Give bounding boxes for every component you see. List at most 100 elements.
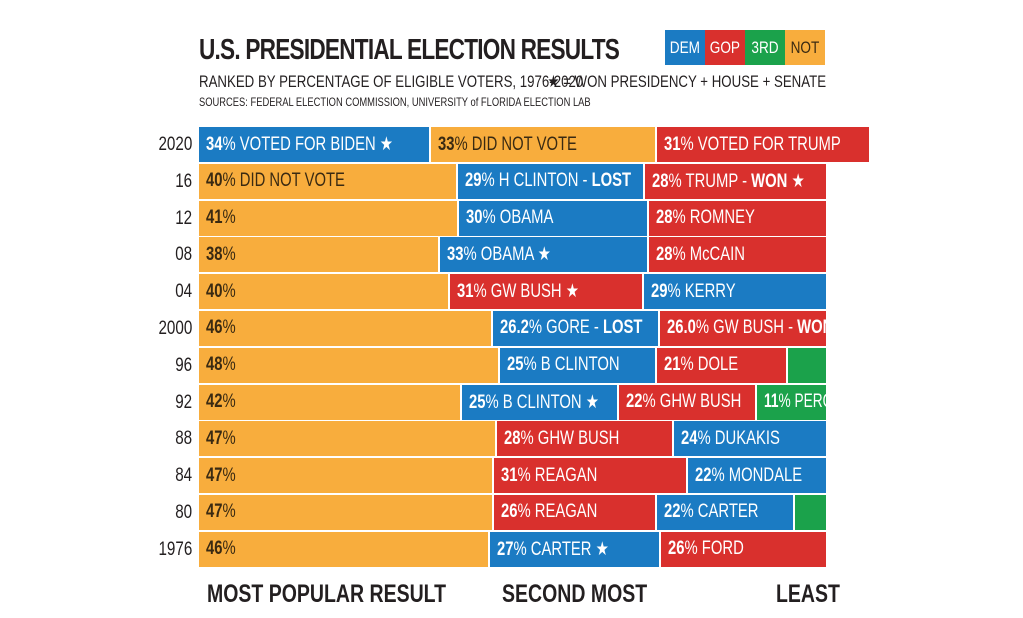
segment-text: CARTER (697, 501, 759, 523)
pct-value: 31 (456, 281, 474, 303)
segment-dem: 30% OBAMA (458, 200, 649, 236)
year-label: 08 (150, 237, 199, 272)
year-text: 2000 (158, 317, 193, 339)
segment-gop: 31% GW BUSH ★ (449, 274, 645, 310)
pct-value: 26 (500, 501, 518, 523)
segment-label: 48% (206, 354, 236, 376)
pct-value: 33 (438, 133, 455, 155)
segment-label: 31% VOTED FOR TRUMP (663, 133, 841, 155)
segment-label: 46% (206, 317, 236, 339)
segment-not: 47% (199, 421, 497, 457)
segment-label: 31% GW BUSH ★ (456, 281, 579, 303)
row-16: 16 40% DID NOT VOTE 29% H CLINTON - LOST 28… (150, 163, 826, 199)
chart-title: U.S. PRESIDENTIAL ELECTION RESULTS (199, 34, 620, 66)
segment-dem: 25% B CLINTON (499, 347, 657, 383)
year-text: 12 (175, 207, 192, 229)
pct-value: 47 (206, 501, 223, 523)
segment-label: 33% DID NOT VOTE (438, 133, 578, 155)
legend-label: 3RD (751, 37, 779, 57)
pct-value: 28 (652, 170, 669, 192)
row-04: 04 40% 31% GW BUSH ★ 29% KERRY (150, 274, 826, 310)
segment-text: VOTED FOR BIDEN (239, 134, 376, 155)
footer-least: LEAST (776, 580, 840, 608)
star-legend-note: ★ = WON PRESIDENCY + HOUSE + SENATE (547, 72, 826, 91)
segment-text: MONDALE (728, 464, 803, 486)
segment-label: 22% CARTER (663, 501, 759, 523)
result-suffix: WON (797, 317, 826, 339)
bar: 40% DID NOT VOTE 29% H CLINTON - LOST 28% … (199, 163, 826, 199)
row-2020: 2020 34% VOTED FOR BIDEN ★ 33% DID NOT VOT… (150, 127, 869, 162)
segment-dem: 22% CARTER (656, 494, 795, 530)
pct-value: 25 (469, 391, 486, 413)
segment-label: 28% GHW BUSH (503, 427, 619, 449)
segment-label: 25% B CLINTON ★ (469, 391, 600, 413)
pct-value: 48 (206, 354, 223, 376)
pct-value: 26.0 (666, 317, 696, 339)
year-text: 84 (175, 465, 192, 487)
segment-text: B CLINTON (503, 391, 582, 413)
segment-label: 24% DUKAKIS (680, 427, 780, 449)
segment-label: 26% FORD (668, 538, 745, 560)
legend-label: NOT (790, 37, 820, 57)
segment-text: GORE - (545, 317, 603, 339)
segment-gop: 22% GHW BUSH (619, 384, 758, 420)
footer-most-popular: MOST POPULAR RESULT (207, 580, 447, 608)
segment-3rd (794, 494, 826, 530)
segment-label: 47% (206, 501, 236, 523)
row-92: 92 42% 25% B CLINTON ★ 22% GHW BUSH 11% PERO… (150, 384, 826, 420)
segment-text: GHW BUSH (659, 391, 742, 413)
segment-gop: 26% FORD (661, 531, 826, 567)
star-icon: ★ (379, 134, 394, 155)
year-text: 80 (175, 501, 192, 523)
year-label: 16 (150, 164, 199, 199)
pct-value: 28 (503, 427, 521, 449)
segment-text: GW BUSH - (713, 317, 798, 339)
stacked-bar-chart: 2020 34% VOTED FOR BIDEN ★ 33% DID NOT VOT… (150, 127, 869, 569)
pct-value: 22 (663, 501, 681, 523)
segment-label: 26.0% GW BUSH - WON (667, 317, 826, 339)
pct-value: 27 (497, 538, 514, 560)
row-08: 08 38% 33% OBAMA ★ 28% McCAIN (150, 237, 826, 273)
pct-value: 25 (506, 354, 524, 376)
segment-dem: 24% DUKAKIS (673, 421, 826, 457)
segment-not: 46% (199, 310, 493, 346)
segment-text: OBAMA (499, 207, 553, 229)
segment-gop: 28% GHW BUSH (496, 421, 674, 457)
legend-label: DEM (669, 37, 701, 57)
pct-value: 42 (206, 391, 223, 413)
segment-gop: 28% ROMNEY (648, 200, 826, 236)
segment-label: 47% (206, 464, 236, 486)
segment-text: REAGAN (534, 464, 598, 486)
legend-item-dem: DEM (665, 30, 705, 65)
year-label: 92 (150, 385, 199, 420)
segment-label: 26.2% GORE - LOST (499, 317, 643, 339)
pct-value: 29 (651, 280, 668, 302)
bar: 46% 27% CARTER ★ 26% FORD (199, 531, 826, 567)
segment-gop: 26% REAGAN (493, 494, 657, 530)
row-88: 88 47% 28% GHW BUSH 24% DUKAKIS (150, 421, 826, 457)
year-text: 2020 (158, 134, 193, 155)
pct-value: 47 (206, 464, 223, 486)
segment-dem: 29% H CLINTON - LOST (457, 163, 645, 199)
pct-value: 40 (206, 280, 223, 302)
legend-item-gop: GOP (705, 30, 745, 65)
segment-dem: 34% VOTED FOR BIDEN ★ (199, 127, 432, 162)
bar: 47% 26% REAGAN 22% CARTER (199, 494, 826, 530)
pct-value: 28 (655, 243, 673, 265)
pct-value: 11 (764, 391, 779, 413)
row-84: 84 47% 31% REAGAN 22% MONDALE (150, 458, 826, 494)
pct-value: 21 (663, 354, 681, 376)
pct-value: 33 (446, 244, 464, 266)
year-label: 2000 (150, 311, 199, 346)
pct-value: 26.2 (499, 317, 529, 339)
star-icon: ★ (586, 391, 600, 413)
legend: DEM GOP 3RD NOT (665, 30, 825, 65)
segment-not: 48% (199, 347, 500, 383)
segment-dem: 27% CARTER ★ (490, 531, 662, 567)
segment-text: FORD (702, 538, 745, 560)
segment-gop: 21% DOLE (656, 347, 789, 383)
row-80: 80 47% 26% REAGAN 22% CARTER (150, 494, 826, 530)
year-label: 2020 (150, 127, 199, 162)
pct-value: 22 (626, 391, 643, 413)
segment-label: 28% ROMNEY (655, 207, 755, 229)
